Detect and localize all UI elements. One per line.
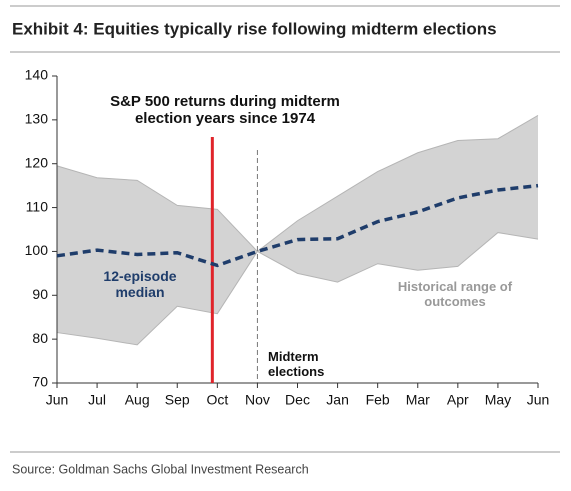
y-tick-label: 90	[32, 286, 48, 302]
range-lower-edge	[56, 232, 539, 346]
x-tick-label: Nov	[245, 392, 270, 408]
y-tick-label: 140	[25, 67, 49, 83]
x-tick-label: Oct	[206, 392, 228, 408]
x-tick-label: May	[485, 392, 511, 408]
median-label: 12-episode median	[103, 268, 177, 301]
median-line	[56, 183, 539, 268]
source: Source: Goldman Sachs Global Investment …	[12, 462, 309, 476]
y-tick-label: 80	[32, 330, 48, 346]
y-tick-label: 70	[32, 374, 48, 390]
chart-title: S&P 500 returns during midterm election …	[110, 93, 340, 128]
x-tick-label: Jan	[326, 392, 349, 408]
y-tick-label: 100	[25, 242, 49, 258]
y-tick-label: 130	[25, 111, 49, 127]
y-tick-label: 120	[25, 154, 49, 170]
y-tick-label: 110	[26, 198, 49, 214]
x-tick-label: Aug	[125, 392, 150, 408]
x-tick-label: Feb	[366, 392, 390, 408]
x-tick-label: Jun	[46, 392, 69, 408]
range-area	[57, 115, 538, 345]
range-upper-edge	[56, 115, 539, 253]
x-tick-label: Mar	[406, 392, 430, 408]
x-tick-label: Jun	[527, 392, 550, 408]
x-tick-label: Dec	[285, 392, 310, 408]
marker-label: Midterm elections	[268, 349, 325, 379]
x-tick-label: Sep	[165, 392, 190, 408]
page-title: Exhibit 4: Equities typically rise follo…	[12, 19, 497, 38]
range-label: Historical range of outcomes	[397, 279, 513, 309]
x-tick-label: Apr	[447, 392, 469, 408]
x-tick-label: Jul	[88, 392, 106, 408]
